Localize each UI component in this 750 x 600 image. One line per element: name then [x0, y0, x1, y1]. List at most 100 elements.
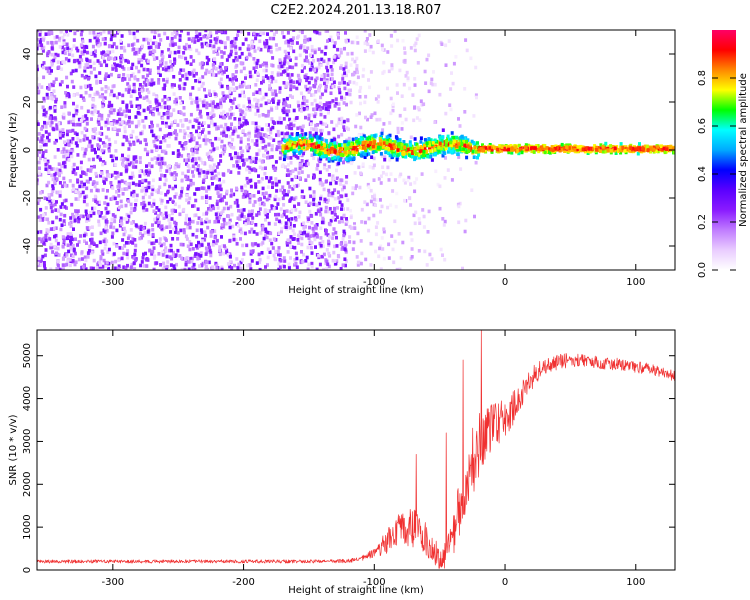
heatmap-cell [361, 162, 365, 166]
heatmap-cell [158, 145, 162, 150]
heatmap-cell [106, 189, 109, 193]
heatmap-cell [140, 58, 144, 62]
heatmap-cell [303, 74, 307, 79]
heatmap-cell [182, 86, 186, 91]
heatmap-cell [217, 194, 221, 198]
heatmap-cell [81, 147, 84, 151]
heatmap-cell [116, 128, 120, 133]
heatmap-cell [63, 181, 66, 185]
heatmap-cell [266, 247, 270, 251]
heatmap-cell [371, 144, 375, 149]
heatmap-cell [323, 52, 327, 56]
heatmap-cell [234, 70, 238, 74]
heatmap-cell [157, 69, 161, 73]
heatmap-cell [291, 36, 295, 40]
heatmap-cell [264, 114, 268, 118]
heatmap-cell [127, 140, 131, 145]
heatmap-cell [204, 94, 208, 98]
heatmap-cell [163, 101, 167, 105]
heatmap-cell [141, 256, 145, 260]
heatmap-cell [335, 141, 339, 146]
heatmap-cell [54, 106, 57, 110]
heatmap-cell [261, 76, 265, 80]
heatmap-cell [303, 35, 307, 39]
heatmap-cell [319, 95, 323, 100]
heatmap-cell [101, 216, 105, 220]
heatmap-cell [182, 228, 186, 232]
heatmap-cell [359, 261, 363, 266]
heatmap-cell [310, 261, 314, 266]
heatmap-cell [314, 232, 318, 236]
heatmap-cell [47, 30, 51, 33]
heatmap-cell [294, 195, 298, 200]
heatmap-cell [173, 35, 177, 39]
heatmap-cell [131, 194, 135, 198]
heatmap-cell [463, 110, 467, 114]
heatmap-cell [348, 235, 352, 239]
heatmap-cell [47, 193, 51, 197]
heatmap-cell [57, 65, 61, 70]
heatmap-cell [130, 221, 134, 225]
heatmap-cell [217, 70, 221, 75]
heatmap-cell [178, 86, 182, 91]
heatmap-cell [94, 171, 98, 176]
heatmap-cell [154, 95, 158, 99]
heatmap-cell [152, 49, 156, 53]
heatmap-cell [166, 200, 170, 204]
heatmap-cell [365, 150, 369, 155]
heatmap-cell [85, 128, 89, 132]
heatmap-cell [230, 122, 233, 126]
heatmap-cell [319, 83, 323, 88]
heatmap-cell [102, 258, 106, 263]
heatmap-cell [101, 101, 104, 105]
heatmap-cell [339, 47, 343, 52]
heatmap-cell [441, 128, 445, 132]
heatmap-cell [197, 87, 201, 91]
heatmap-cell [319, 112, 323, 117]
heatmap-cell [209, 34, 213, 38]
heatmap-cell [276, 120, 280, 125]
heatmap-cell [111, 154, 115, 159]
heatmap-cell [204, 246, 208, 251]
heatmap-cell [312, 152, 316, 156]
heatmap-cell [168, 105, 172, 110]
heatmap-cell [45, 231, 49, 236]
heatmap-cell [326, 198, 330, 203]
heatmap-cell [113, 219, 117, 224]
heatmap-cell [415, 37, 419, 41]
heatmap-cell [309, 127, 313, 131]
heatmap-cell [84, 63, 88, 67]
heatmap-cell [355, 149, 359, 154]
heatmap-cell [328, 222, 332, 227]
heatmap-cell [106, 202, 110, 207]
heatmap-cell [200, 186, 204, 190]
heatmap-cell [318, 181, 322, 186]
heatmap-cell [273, 168, 277, 172]
heatmap-cell [240, 188, 244, 193]
heatmap-cell [300, 146, 304, 150]
heatmap-cell [186, 225, 190, 230]
heatmap-cell [339, 146, 343, 150]
heatmap-cell [261, 186, 265, 191]
heatmap-cell [62, 161, 65, 165]
heatmap-cell [54, 99, 58, 104]
heatmap-cell [321, 146, 325, 151]
heatmap-cell [106, 52, 110, 57]
heatmap-cell [465, 150, 469, 154]
heatmap-cell [138, 169, 142, 174]
heatmap-cell [297, 171, 301, 175]
heatmap-cell [172, 250, 175, 255]
heatmap-cell [314, 245, 317, 249]
heatmap-cell [59, 212, 63, 217]
heatmap-cell [43, 267, 47, 270]
heatmap-cell [72, 44, 76, 48]
heatmap-cell [153, 30, 157, 35]
heatmap-cell [211, 182, 214, 186]
heatmap-cell [241, 149, 245, 154]
heatmap-cell [148, 38, 152, 43]
heatmap-cell [70, 236, 73, 240]
heatmap-cell [43, 212, 47, 216]
heatmap-cell [304, 115, 307, 120]
heatmap-cell [145, 188, 149, 193]
heatmap-cell [137, 183, 141, 187]
